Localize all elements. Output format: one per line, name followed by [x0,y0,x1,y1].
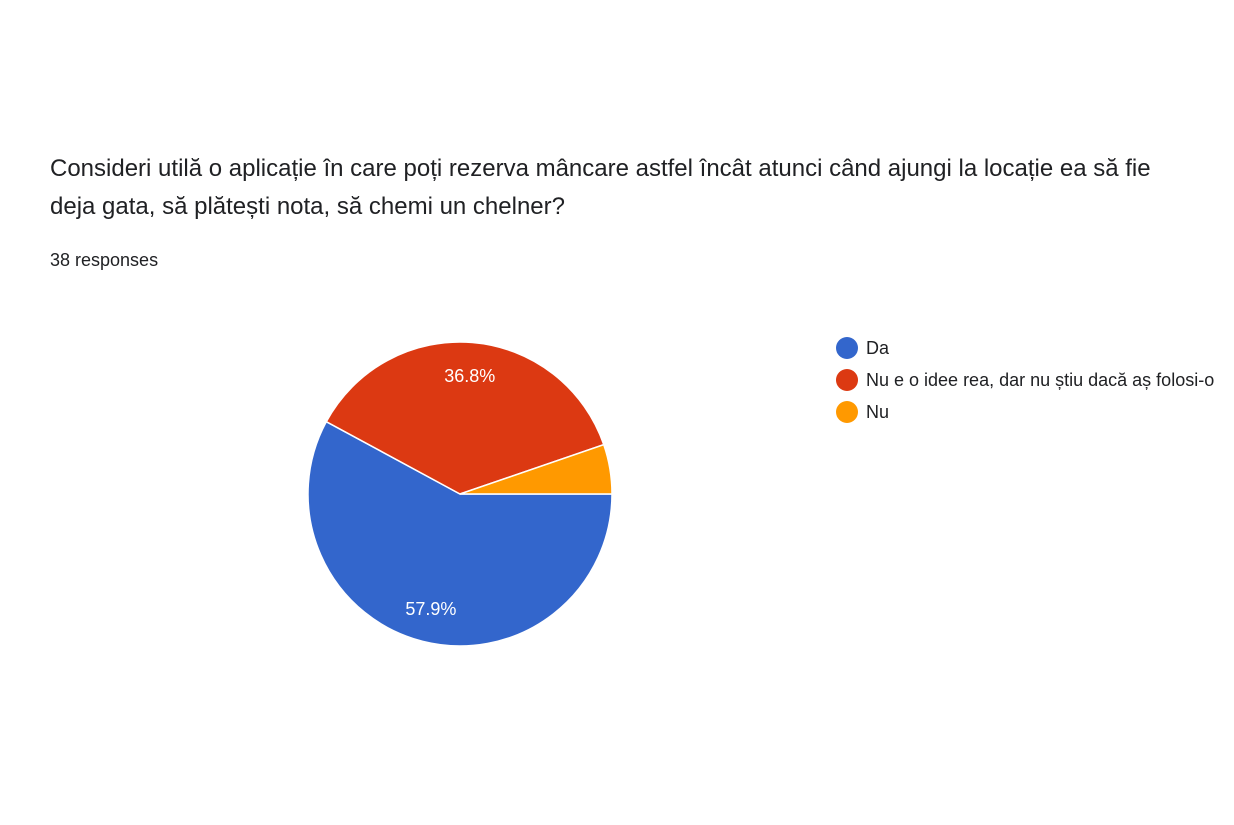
question-title: Consideri utilă o aplicație în care poți… [50,155,1151,220]
legend-swatch [836,337,858,359]
pie-slice-label-0: 57.9% [405,599,456,619]
legend-swatch [836,369,858,391]
legend-item-da[interactable]: Da [836,336,1216,360]
legend-label: Nu [866,402,890,422]
legend-label: Nu e o idee rea, dar nu știu dacă aș fol… [866,370,1215,390]
pie-slice-1[interactable] [325,341,605,495]
pie-slice-2[interactable] [459,443,613,495]
response-count: 38 responses [50,250,159,270]
legend-swatch [836,401,858,423]
legend-item-nu[interactable]: Nu [836,400,1216,424]
chart-legend: Da Nu e o idee rea, dar nu știu dacă aș … [836,336,1216,432]
legend-label: Da [866,338,890,358]
pie-slice-0[interactable] [307,420,613,647]
pie-slice-label-1: 36.8% [444,366,495,386]
legend-item-nu-e-o-idee-rea[interactable]: Nu e o idee rea, dar nu știu dacă aș fol… [836,368,1216,392]
pie-labels: 57.9% 36.8% [405,366,495,619]
pie-slices [307,341,613,647]
